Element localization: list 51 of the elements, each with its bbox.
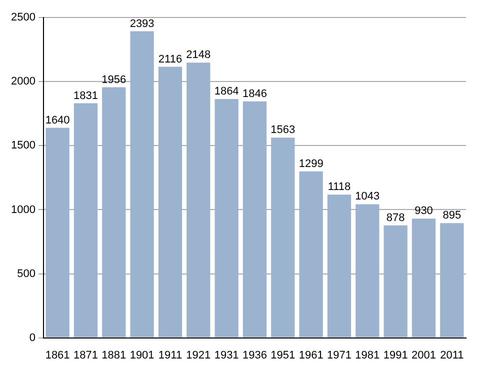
x-tick-label: 1871 xyxy=(73,349,98,362)
x-tick-label: 1951 xyxy=(270,349,296,362)
x-tick-label: 1991 xyxy=(383,349,408,362)
data-label: 2393 xyxy=(130,18,154,30)
bar xyxy=(46,128,70,338)
y-tick-label: 0 xyxy=(29,332,36,344)
data-label: 1864 xyxy=(214,86,239,98)
data-label: 1043 xyxy=(355,190,380,203)
data-label: 1956 xyxy=(102,74,126,86)
x-tick-label: 1981 xyxy=(355,349,380,362)
bar xyxy=(271,138,295,338)
data-label: 930 xyxy=(414,205,433,218)
x-tick-label: 1961 xyxy=(298,349,324,362)
bar xyxy=(412,218,436,338)
x-tick-label: 1936 xyxy=(242,349,267,362)
x-tick-label: 2011 xyxy=(440,349,464,362)
x-tick-label: 1901 xyxy=(130,349,154,362)
bar xyxy=(74,103,98,338)
data-label: 1640 xyxy=(45,114,70,126)
x-tick-label: 1921 xyxy=(186,349,211,362)
bar xyxy=(186,62,210,338)
data-label: 1118 xyxy=(328,181,351,194)
bar xyxy=(384,225,408,338)
x-tick-label: 1861 xyxy=(45,349,70,362)
bar xyxy=(299,171,323,338)
x-tick-label: 2001 xyxy=(412,349,436,362)
y-tick-label: 500 xyxy=(17,268,36,280)
bar xyxy=(327,194,352,338)
y-tick-label: 1500 xyxy=(10,140,36,152)
bar xyxy=(102,87,126,338)
data-label: 895 xyxy=(442,210,462,222)
y-tick-label: 1000 xyxy=(10,204,36,216)
y-tick-label: 2000 xyxy=(10,76,36,88)
data-label: 1563 xyxy=(270,124,296,136)
x-tick-label: 1971 xyxy=(327,349,352,362)
data-label: 1831 xyxy=(73,90,98,102)
data-label: 1299 xyxy=(298,158,324,170)
bar xyxy=(356,204,380,338)
x-tick-label: 1911 xyxy=(158,349,182,362)
data-label: 878 xyxy=(386,212,405,224)
x-tick-label: 1881 xyxy=(102,349,126,362)
bar xyxy=(130,31,154,338)
bar xyxy=(242,101,267,338)
y-tick-label: 2500 xyxy=(10,12,36,24)
data-label: 2148 xyxy=(186,49,211,62)
data-label: 1846 xyxy=(242,88,267,100)
bar xyxy=(214,99,238,338)
x-tick-label: 1931 xyxy=(214,349,239,362)
bar xyxy=(440,223,464,338)
bar xyxy=(158,66,182,338)
data-label: 2116 xyxy=(158,53,182,66)
